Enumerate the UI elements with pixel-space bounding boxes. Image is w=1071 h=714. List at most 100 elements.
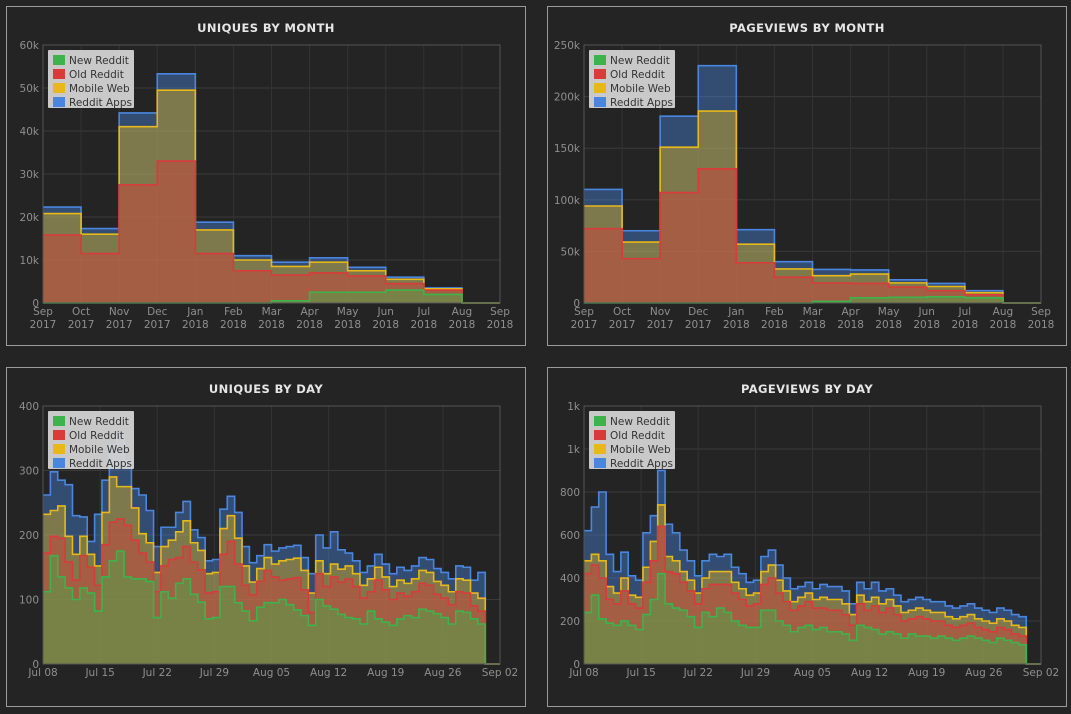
y-tick-label: 400 <box>19 401 39 413</box>
x-tick-label: Sep <box>33 306 53 318</box>
legend-box <box>589 50 675 108</box>
y-tick-label: 20k <box>20 212 40 224</box>
x-tick-label: 2018 <box>487 319 514 331</box>
x-tick-label: Nov <box>109 306 130 318</box>
legend-swatch <box>594 458 606 468</box>
series-area-new-reddit <box>43 551 500 664</box>
x-tick-label: Apr <box>300 306 319 318</box>
x-tick-label: Feb <box>224 306 243 318</box>
legend-label: Old Reddit <box>69 69 124 81</box>
series-area-reddit-apps <box>584 470 1041 664</box>
x-tick-label: Aug 19 <box>908 667 945 679</box>
legend-label: New Reddit <box>69 55 129 67</box>
x-tick-label: Feb <box>765 306 784 318</box>
series-line-reddit-apps <box>584 64 1041 304</box>
series-area-new-reddit <box>43 290 500 303</box>
chart-title: PAGEVIEWS BY DAY <box>740 382 874 396</box>
chart-title: UNIQUES BY DAY <box>208 382 324 396</box>
y-tick-label: 50k <box>20 83 40 95</box>
y-tick-label: 100k <box>554 195 581 207</box>
chart-panel-pageviews-by-day: PAGEVIEWS BY DAY 0 200 400 600 800 1k 1k Jul 08… <box>547 367 1067 707</box>
x-tick-label: Jul 15 <box>84 667 114 679</box>
legend-swatch <box>594 430 606 440</box>
legend-label: New Reddit <box>610 55 670 67</box>
chart-svg: 050k100k150k200k250kSep2017Oct2017Nov201… <box>554 40 1055 331</box>
y-tick-label: 1k <box>567 444 581 456</box>
x-tick-label: 2018 <box>258 319 285 331</box>
y-tick-label: 600 <box>560 530 580 542</box>
series-area-reddit-apps <box>43 73 500 303</box>
y-tick-label: 150k <box>554 143 581 155</box>
series-line-reddit-apps <box>584 469 1041 665</box>
x-tick-label: May <box>337 306 359 318</box>
chart-svg: 0 200 400 600 800 1k 1k Jul 08 Jul 15 Jul 22 Jul 2… <box>560 401 1060 679</box>
x-tick-label: 2018 <box>723 319 750 331</box>
legend-label: Old Reddit <box>610 430 665 442</box>
legend-label: Old Reddit <box>610 69 665 81</box>
y-tick-label: 0 <box>32 659 39 671</box>
chart-panel-pageviews-by-month: PAGEVIEWS BY MONTH 0 50k 100k 150k 200k 250k S… <box>547 6 1067 346</box>
x-tick-label: Jun <box>377 306 394 318</box>
legend-box <box>48 411 134 469</box>
y-tick-label: 10k <box>20 255 40 267</box>
x-tick-label: Aug 26 <box>424 667 462 679</box>
plot-frame <box>583 44 1042 304</box>
x-tick-label: 2018 <box>990 319 1017 331</box>
series-line-new-reddit <box>43 550 500 665</box>
x-tick-label: Jan <box>186 306 203 318</box>
x-tick-label: 2018 <box>799 319 826 331</box>
x-tick-label: Mar <box>262 306 282 318</box>
x-tick-label: Jul 22 <box>683 667 713 679</box>
series-line-old-reddit <box>584 525 1041 665</box>
plot-frame <box>583 405 1042 665</box>
x-tick-label: Jul 08 <box>27 667 57 679</box>
legend-label: New Reddit <box>69 416 129 428</box>
series-area-mobile-web <box>584 504 1041 664</box>
x-tick-label: 2018 <box>1028 319 1055 331</box>
series-area-old-reddit <box>584 526 1041 664</box>
legend-label: Mobile Web <box>69 83 130 95</box>
legend-swatch <box>594 69 606 79</box>
x-tick-label: Jul 29 <box>740 667 770 679</box>
x-tick-label: 2017 <box>571 319 598 331</box>
x-tick-label: Jul <box>416 306 430 318</box>
legend-label: Mobile Web <box>610 444 671 456</box>
legend-label: Mobile Web <box>69 444 130 456</box>
legend-label: Old Reddit <box>69 430 124 442</box>
x-tick-label: Dec <box>147 306 168 318</box>
series-area-new-reddit <box>584 573 1041 664</box>
legend-swatch <box>53 416 65 426</box>
y-tick-label: 250k <box>554 40 581 52</box>
y-tick-label: 1k <box>567 401 581 413</box>
x-tick-label: 2018 <box>372 319 399 331</box>
legend: New Reddit Old Reddit Mobile Web Reddit App… <box>589 411 675 470</box>
x-tick-label: 2017 <box>144 319 171 331</box>
x-tick-label: 2018 <box>410 319 437 331</box>
x-tick-label: Apr <box>841 306 860 318</box>
x-tick-label: Sep 02 <box>1023 667 1060 679</box>
y-tick-label: 200 <box>560 616 580 628</box>
chart-svg: 0 100 200 300 400 Jul 08 Jul 15 Jul 22 Jul 29 Aug… <box>19 401 518 679</box>
series-line-old-reddit <box>584 168 1041 304</box>
x-tick-label: Jan <box>727 306 744 318</box>
legend-swatch <box>53 55 65 65</box>
series-line-old-reddit <box>43 518 500 665</box>
y-tick-label: 300 <box>19 466 39 478</box>
x-tick-label: Aug 05 <box>253 667 290 679</box>
series-area-old-reddit <box>43 518 500 664</box>
legend-swatch <box>53 458 65 468</box>
x-tick-label: 2017 <box>106 319 133 331</box>
x-tick-label: 2018 <box>875 319 902 331</box>
y-tick-label: 200 <box>19 530 39 542</box>
x-tick-label: Sep <box>574 306 594 318</box>
x-tick-label: Jul 29 <box>199 667 229 679</box>
x-tick-label: 2017 <box>30 319 57 331</box>
x-tick-label: Sep <box>1031 306 1051 318</box>
legend-box <box>589 411 675 469</box>
x-tick-label: Sep <box>490 306 510 318</box>
x-tick-label: 2018 <box>220 319 247 331</box>
series-area-new-reddit <box>584 296 1041 303</box>
legend-swatch <box>594 444 606 454</box>
chart-svg: 010k20k30k40k50k60kSep2017Oct2017Nov2017… <box>20 40 514 331</box>
legend-swatch <box>53 69 65 79</box>
